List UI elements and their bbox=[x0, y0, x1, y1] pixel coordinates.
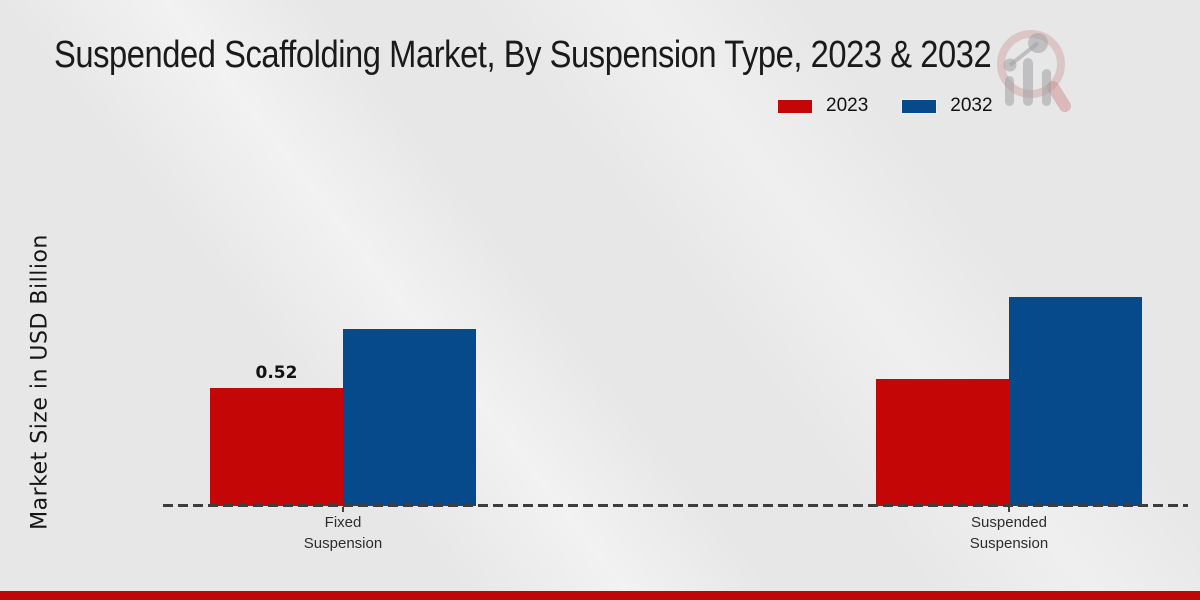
x-tick-suspended-suspension bbox=[1008, 507, 1010, 512]
x-tick-label-suspended-suspension: Suspended Suspension bbox=[969, 514, 1049, 552]
bar-2032-suspended-suspension bbox=[1009, 297, 1142, 506]
footer-accent-bar bbox=[0, 591, 1200, 600]
legend-item-2032: 2032 bbox=[901, 95, 993, 117]
x-tick-fixed-suspension bbox=[342, 507, 344, 512]
y-axis-label: Market Size in USD Billion bbox=[27, 234, 53, 530]
legend-label-2023: 2023 bbox=[826, 95, 869, 116]
legend-label-2032: 2032 bbox=[950, 95, 993, 116]
bar-value-label-2023-fixed-suspension: 0.52 bbox=[255, 363, 298, 383]
legend-item-2023: 2023 bbox=[777, 95, 868, 117]
x-tick-label-fixed-suspension: Fixed Suspension bbox=[303, 514, 383, 552]
legend-swatch-2032 bbox=[901, 98, 938, 114]
bar-2032-fixed-suspension bbox=[343, 329, 476, 506]
legend-swatch-2023 bbox=[777, 98, 813, 114]
magnifier-bar-chart-logo-icon bbox=[997, 30, 1071, 112]
x-axis-baseline bbox=[163, 504, 1188, 507]
bar-2023-fixed-suspension bbox=[210, 388, 343, 506]
bar-2023-suspended-suspension bbox=[876, 379, 1009, 506]
chart-title: Suspended Scaffolding Market, By Suspens… bbox=[54, 34, 992, 76]
legend: 2023 2032 bbox=[777, 95, 993, 117]
